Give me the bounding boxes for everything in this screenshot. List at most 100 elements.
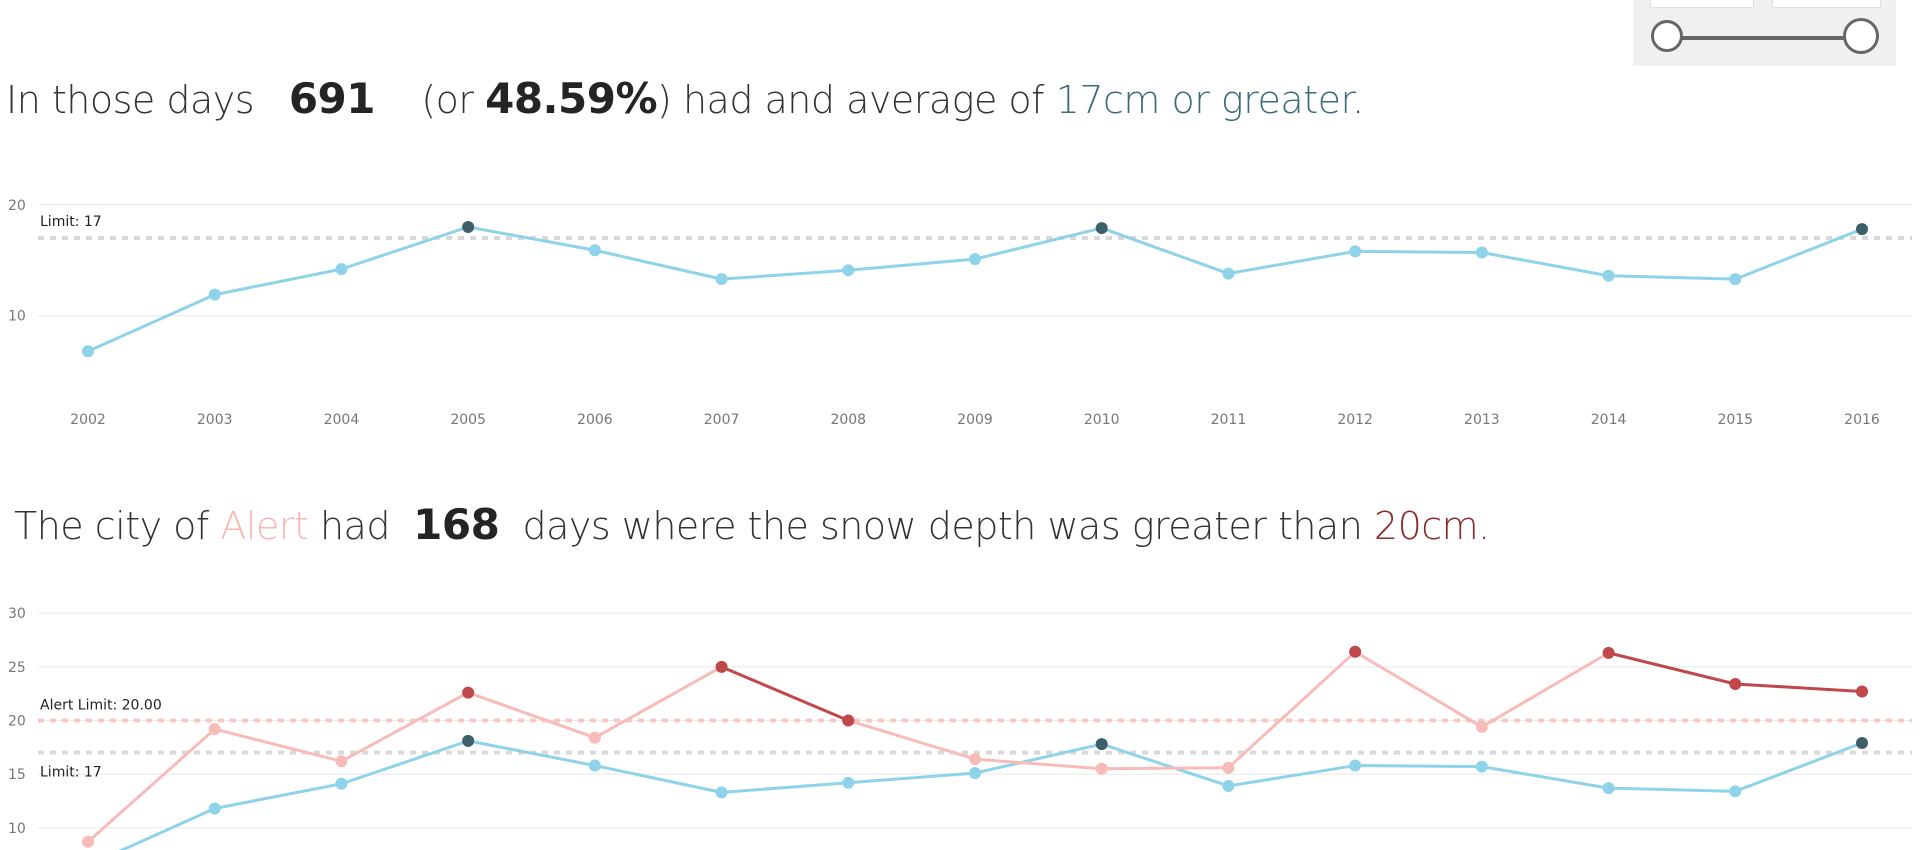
- y-tick-label: 10: [8, 309, 26, 325]
- x-tick-label: 2009: [957, 412, 993, 425]
- slicer-track[interactable]: [1671, 36, 1859, 40]
- data-point: [969, 767, 981, 780]
- series-segment: [593, 665, 724, 740]
- x-tick-label: 2010: [1084, 412, 1120, 425]
- data-point: [462, 734, 475, 747]
- data-point: [1475, 246, 1488, 259]
- series-segment: [1733, 682, 1864, 694]
- city-name: Alert: [220, 504, 309, 548]
- data-point: [969, 753, 981, 766]
- data-point: [1222, 761, 1235, 774]
- x-tick-label: 2015: [1717, 412, 1753, 425]
- data-point: [1856, 685, 1868, 698]
- headline-1-text-b: (or: [421, 78, 474, 122]
- headline-2-text-a: The city of: [14, 504, 209, 548]
- threshold-text: 17cm or greater: [1055, 78, 1353, 122]
- days-percent-value: 48.59%: [485, 74, 658, 123]
- headline-2-text-c: days where the snow depth was greater th…: [522, 504, 1363, 548]
- y-tick-label: 10: [8, 821, 26, 837]
- x-tick-label: 2005: [450, 412, 486, 425]
- data-point: [1602, 269, 1615, 282]
- average-depth-line-chart: 10 20 Limit: 17 2002 2003 2004 2005 2006 2007 200…: [8, 198, 1912, 425]
- city-snow-depth-line-chart: 10 15 20 25 30 Alert Limit: 20.00 Limit: 17: [8, 606, 1912, 850]
- x-tick-label: 2004: [324, 412, 360, 425]
- limit-label: Limit: 17: [40, 214, 102, 230]
- x-tick-label: 2007: [704, 412, 740, 425]
- x-tick-label: 2013: [1464, 412, 1500, 425]
- series-segment: [1353, 650, 1484, 729]
- data-point: [715, 273, 728, 286]
- data-point: [462, 220, 475, 233]
- x-tick-label: 2003: [197, 412, 233, 425]
- data-point: [1602, 646, 1615, 659]
- y-tick-label: 30: [8, 606, 26, 622]
- data-point: [1475, 720, 1488, 733]
- series-segment: [1480, 651, 1611, 729]
- data-point: [1095, 762, 1108, 775]
- data-point: [1349, 645, 1362, 658]
- headline-1-text-a: In those days: [6, 78, 255, 122]
- x-tick-label: 2002: [70, 412, 106, 425]
- y-tick-label: 20: [8, 713, 26, 729]
- limit-label: Limit: 17: [40, 765, 102, 781]
- series-segment: [339, 691, 470, 763]
- data-point: [1095, 222, 1108, 235]
- series-segment: [1226, 650, 1357, 770]
- data-point: [1095, 738, 1108, 751]
- y-tick-label: 15: [8, 767, 26, 783]
- data-point: [1475, 760, 1488, 773]
- headline-1-text-d: .: [1352, 78, 1364, 122]
- city-days-count-value: 168: [413, 500, 500, 549]
- slicer-handle-start[interactable]: [1651, 20, 1683, 52]
- x-tick-label: 2014: [1591, 412, 1627, 425]
- series-segment: [973, 757, 1104, 771]
- data-point: [715, 786, 728, 799]
- data-point: [82, 835, 94, 848]
- series-segment: [846, 718, 977, 761]
- x-tick-label: 2008: [830, 412, 866, 425]
- days-count-value: 691: [288, 74, 376, 123]
- data-point: [842, 264, 855, 277]
- y-tick-label: 25: [8, 660, 26, 676]
- year-range-slicer[interactable]: [1633, 0, 1896, 66]
- slicer-handle-end[interactable]: [1843, 18, 1879, 54]
- data-point: [588, 759, 601, 772]
- data-point: [1602, 782, 1615, 795]
- data-point: [335, 755, 348, 768]
- data-point: [335, 263, 348, 276]
- y-tick-label: 20: [8, 198, 26, 214]
- city-threshold-text: 20cm.: [1373, 504, 1490, 548]
- headline-city-summary: The city of Alert had 168 days where the…: [14, 500, 1490, 549]
- data-point: [1349, 245, 1362, 258]
- headline-days-summary: In those days 691 (or 48.59%) had and av…: [6, 74, 1364, 123]
- limit-label: Alert Limit: 20.00: [40, 697, 162, 713]
- slicer-min-input[interactable]: [1650, 0, 1754, 8]
- data-point: [1222, 779, 1235, 792]
- data-point: [82, 345, 94, 358]
- data-point: [1349, 759, 1362, 772]
- data-point: [1856, 737, 1868, 750]
- headline-1-text-c: ) had and average of: [657, 78, 1045, 122]
- data-point: [462, 686, 475, 699]
- headline-2-text-b: had: [319, 504, 391, 548]
- series-segment: [720, 665, 850, 722]
- data-point: [335, 777, 348, 790]
- data-point: [1729, 273, 1742, 286]
- data-point: [588, 731, 601, 744]
- data-point: [208, 288, 221, 301]
- x-tick-label: 2006: [577, 412, 613, 425]
- data-point: [842, 714, 855, 727]
- data-point: [1856, 223, 1868, 236]
- series-segment: [213, 727, 343, 763]
- x-tick-label: 2016: [1844, 412, 1880, 425]
- x-tick-label: 2012: [1337, 412, 1373, 425]
- data-point: [842, 776, 855, 789]
- slicer-max-input[interactable]: [1772, 0, 1881, 8]
- data-point: [1222, 267, 1235, 280]
- data-point: [969, 253, 981, 266]
- series-segment: [86, 727, 217, 844]
- series-line: [87, 225, 1863, 353]
- data-point: [1729, 678, 1742, 690]
- data-point: [588, 244, 601, 257]
